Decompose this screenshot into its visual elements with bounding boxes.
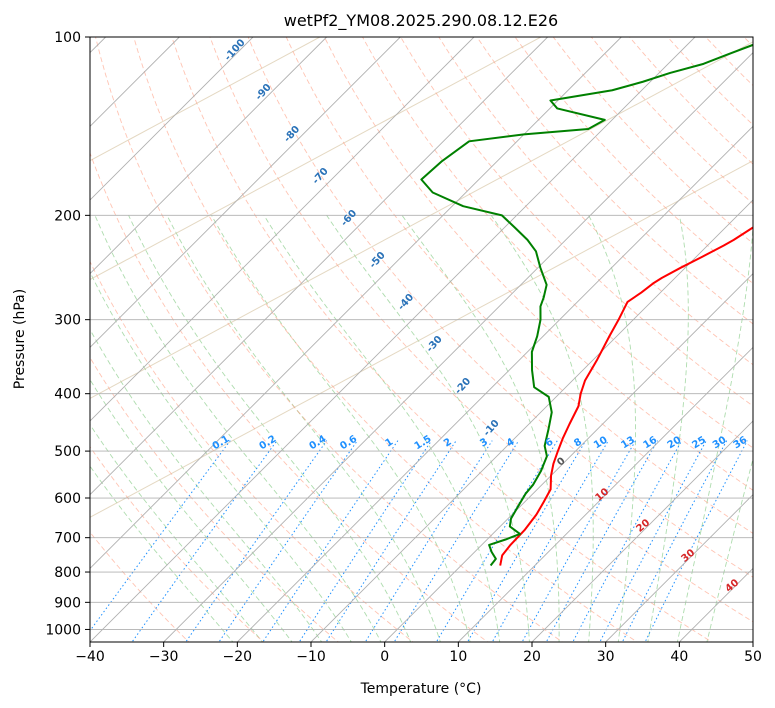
- moist-adiabat-line: [211, 215, 471, 642]
- mixing-ratio-line: [599, 440, 707, 642]
- mixing-ratio-label: 2: [442, 436, 454, 449]
- x-tick-label: −30: [149, 649, 179, 665]
- dry-adiabat-line: [90, 446, 265, 642]
- y-tick-label: 600: [54, 491, 81, 507]
- isotherm-line: [90, 37, 254, 201]
- isotherm-line: [90, 37, 327, 275]
- x-tick-label: 20: [523, 649, 541, 665]
- mixing-ratio-line: [521, 440, 637, 642]
- chart-title: wetPf2_YM08.2025.290.08.12.E26: [284, 11, 558, 31]
- mixing-ratio-line: [298, 440, 432, 642]
- x-tick-label: 0: [380, 649, 389, 665]
- y-axis-ticks: 100 200 300 400 500 600 700 800 900 1000: [45, 30, 90, 638]
- moist-adiabats: [90, 37, 753, 642]
- isotherm-line: [90, 37, 401, 348]
- isotherm-line: [90, 37, 622, 569]
- moist-adiabat-line: [90, 271, 352, 642]
- mixing-ratio-line: [435, 440, 558, 642]
- x-axis-ticks: −40 −30 −20 −10 0 10 20 30 40 50: [75, 642, 762, 665]
- dry-adiabat-line: [476, 37, 753, 325]
- mixing-ratio-label: 3: [478, 436, 490, 449]
- mixing-ratio-line: [131, 440, 278, 642]
- mixing-ratio-label: 6: [544, 436, 556, 449]
- y-tick-label: 1000: [45, 622, 81, 638]
- moist-adiabat-line: [94, 215, 382, 642]
- moist-adiabat-line: [326, 215, 530, 642]
- profiles: [420, 43, 753, 567]
- x-tick-label: −40: [75, 649, 105, 665]
- temperature-profile: [499, 226, 753, 566]
- x-tick-label: 50: [744, 649, 762, 665]
- moist-adiabat-line: [706, 457, 753, 642]
- plot-frame: [89, 36, 754, 643]
- y-tick-label: 100: [54, 30, 81, 46]
- mixing-ratio-line: [262, 440, 399, 642]
- dry-adiabat-line: [438, 37, 753, 366]
- mixing-ratio-line: [325, 440, 457, 642]
- isotherm-line: [163, 52, 753, 642]
- isotherm-line: [90, 37, 548, 496]
- mixing-ratio-line: [545, 440, 659, 642]
- moist-adiabat-line: [490, 215, 594, 642]
- dewpoint-profile: [420, 43, 753, 567]
- dry-adiabat-line: [90, 356, 339, 642]
- dry-adiabat-line: [285, 37, 753, 534]
- mixing-ratio-line: [621, 440, 728, 642]
- mixing-ratio-label: 4: [505, 436, 517, 449]
- x-tick-label: −10: [296, 649, 326, 665]
- isotherm-line: [310, 199, 753, 642]
- mixing-ratio-lines: [90, 440, 748, 642]
- mixing-ratio-line: [393, 440, 520, 642]
- x-tick-label: 40: [670, 649, 688, 665]
- guide-curve: [90, 160, 753, 518]
- moist-adiabat-line: [90, 423, 263, 642]
- mixing-ratio-label: 8: [572, 436, 584, 449]
- mixing-ratio-label: 1: [384, 436, 396, 449]
- moist-adiabat-line: [166, 215, 441, 642]
- isotherm-line: [531, 420, 753, 642]
- x-tick-label: −20: [223, 649, 253, 665]
- dry-adiabat-line: [362, 37, 753, 449]
- isotherm-line: [90, 37, 696, 642]
- y-tick-label: 200: [54, 208, 81, 224]
- x-tick-label: 10: [449, 649, 467, 665]
- isotherm-line: [458, 346, 753, 642]
- moist-adiabat-line: [647, 215, 689, 642]
- x-axis-label: Temperature (°C): [360, 681, 482, 697]
- y-tick-label: 400: [54, 387, 81, 403]
- moist-adiabat-line: [263, 215, 501, 642]
- y-tick-label: 800: [54, 565, 81, 581]
- isotherm-line: [384, 273, 753, 642]
- y-tick-label: 300: [54, 313, 81, 329]
- moist-adiabat-line: [676, 221, 753, 642]
- y-tick-label: 700: [54, 531, 81, 547]
- y-axis-label: Pressure (hPa): [12, 289, 28, 389]
- grid: [90, 37, 753, 642]
- isotherm-line: [237, 125, 753, 642]
- y-tick-label: 900: [54, 595, 81, 611]
- x-tick-label: 30: [597, 649, 615, 665]
- mixing-ratio-line: [364, 440, 493, 642]
- dry-adiabat-line: [171, 37, 713, 642]
- mixing-ratio-line: [491, 440, 609, 642]
- mixing-ratio-line: [572, 440, 683, 642]
- dry-adiabat-line: [90, 151, 489, 642]
- y-tick-label: 500: [54, 444, 81, 460]
- isotherm-line: [90, 37, 475, 422]
- guide-curve: [90, 41, 753, 399]
- isotherm-line: [605, 494, 753, 642]
- moist-adiabat-line: [401, 215, 560, 642]
- moist-adiabat-line: [90, 465, 234, 642]
- dry-adiabat-line: [323, 37, 753, 491]
- moist-adiabat-line: [90, 328, 323, 642]
- mixing-ratio-line: [185, 440, 328, 642]
